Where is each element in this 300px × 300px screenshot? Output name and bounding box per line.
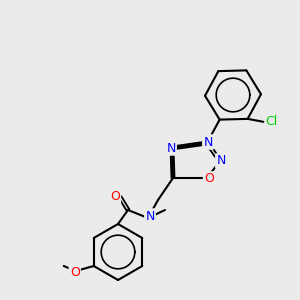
Text: Cl: Cl <box>266 116 278 128</box>
Text: O: O <box>110 190 120 203</box>
Text: O: O <box>204 172 214 185</box>
Text: N: N <box>166 142 176 154</box>
Text: N: N <box>203 136 213 148</box>
Text: N: N <box>216 154 226 167</box>
Text: N: N <box>145 209 155 223</box>
Text: O: O <box>70 266 80 278</box>
